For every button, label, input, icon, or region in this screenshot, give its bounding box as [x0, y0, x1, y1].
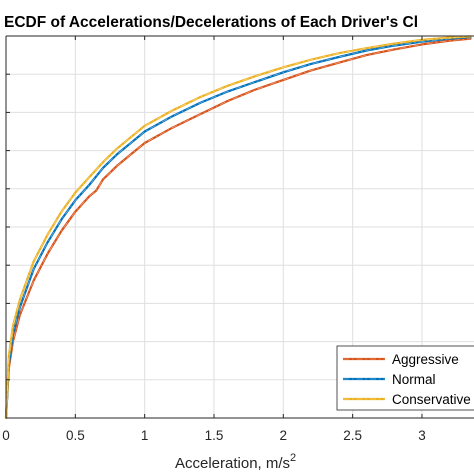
series-line-conservative	[4, 35, 472, 420]
x-tick-label: 1	[141, 428, 149, 443]
legend: Aggressive Normal Conservative	[336, 345, 474, 411]
x-tick-label: 3	[418, 428, 426, 443]
x-axis-label: Acceleration, m/s2	[175, 452, 296, 472]
x-axis-label-text: Acceleration, m/s	[175, 455, 290, 472]
series-line-dashdot-normal	[5, 36, 471, 419]
chart-title: ECDF of Accelerations/Decelerations of E…	[4, 14, 418, 31]
series-lines	[4, 35, 472, 420]
x-tick-label: 0	[2, 428, 10, 443]
series-line-dashdot-aggressive	[5, 38, 471, 419]
legend-label-aggressive: Aggressive	[392, 352, 459, 367]
x-tick-label: 2	[280, 428, 288, 443]
axis-ticks	[5, 35, 423, 419]
x-tick-label: 0.5	[66, 428, 85, 443]
x-tick-labels: 0 0.5 1 1.5 2 2.5 3	[2, 428, 425, 443]
x-tick-label: 2.5	[343, 428, 362, 443]
x-tick-label: 1.5	[205, 428, 224, 443]
legend-label-normal: Normal	[392, 372, 436, 387]
legend-label-conservative: Conservative	[392, 392, 471, 407]
x-axis-label-superscript: 2	[290, 452, 296, 464]
